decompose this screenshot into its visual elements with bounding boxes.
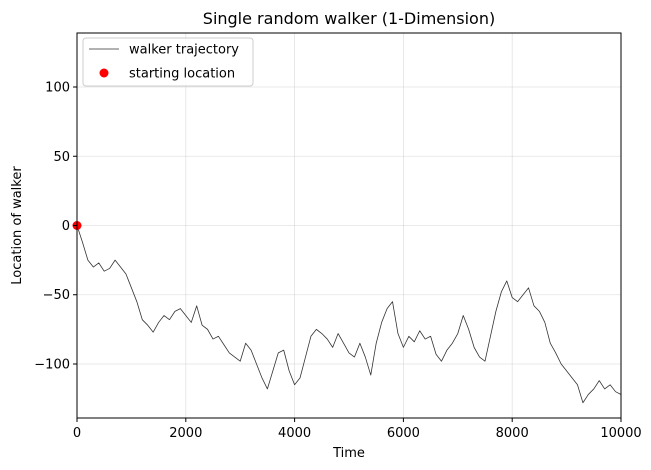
walker-trajectory-line (76, 225, 622, 404)
x-tick-label: 0 (73, 426, 81, 441)
x-tick-label: 10000 (600, 426, 641, 441)
y-tick-label: 0 (62, 219, 70, 234)
chart-title: Single random walker (1-Dimension) (203, 9, 495, 28)
x-tick-label: 4000 (278, 426, 311, 441)
y-tick-label: −100 (34, 357, 70, 372)
series-layer (72, 221, 622, 404)
x-tick-label: 8000 (496, 426, 529, 441)
legend-entry-starting-location: starting location (129, 67, 235, 82)
y-axis-ticks: −100 −50 0 50 100 (34, 81, 77, 372)
legend-entry-walker-trajectory: walker trajectory (129, 43, 239, 58)
y-tick-label: 50 (53, 150, 70, 165)
legend: walker trajectory starting location (82, 37, 254, 87)
x-axis-ticks: 0 2000 4000 6000 8000 10000 (73, 418, 642, 441)
x-tick-label: 6000 (387, 426, 420, 441)
y-tick-label: −50 (43, 288, 70, 303)
legend-box (82, 37, 254, 87)
x-tick-label: 2000 (169, 426, 202, 441)
legend-dot-swatch (99, 68, 109, 78)
x-axis-label: Time (332, 446, 365, 461)
grid-lines (76, 33, 622, 418)
y-axis-label: Location of walker (10, 166, 25, 285)
y-tick-label: 100 (45, 81, 70, 96)
